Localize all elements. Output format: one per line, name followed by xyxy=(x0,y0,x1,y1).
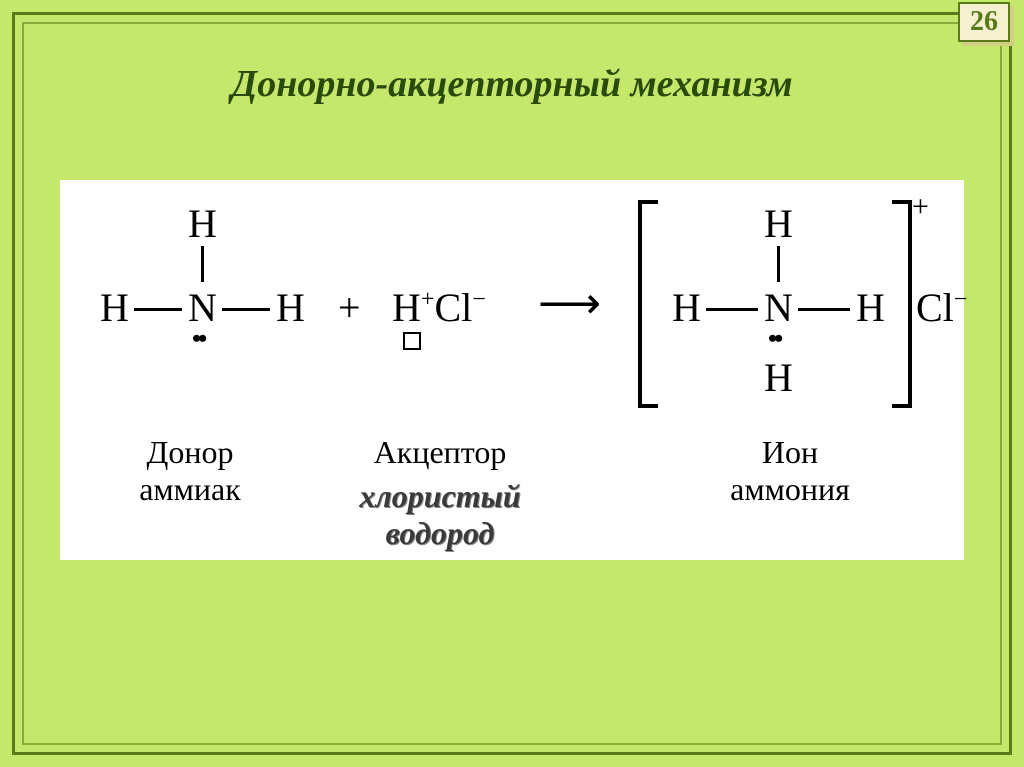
product-cl: Cl− xyxy=(916,284,967,331)
h-text: H xyxy=(392,285,421,330)
donor-label-1: Донор xyxy=(100,434,280,471)
acceptor-h: H+Cl− xyxy=(392,284,486,331)
overlay-line-1: хлористый xyxy=(320,478,560,515)
bond xyxy=(134,308,182,311)
product-h-left: H xyxy=(672,284,701,331)
product-h-top: H xyxy=(764,200,793,247)
acceptor-label: Акцептор xyxy=(340,434,540,471)
lone-pair: •• xyxy=(192,324,204,354)
h-charge: + xyxy=(421,287,435,313)
donor-label-2: аммиак xyxy=(100,471,280,508)
slide-title: Донорно-акцепторный механизм xyxy=(0,62,1024,106)
product-label: Ион аммония xyxy=(690,434,890,508)
donor-label: Донор аммиак xyxy=(100,434,280,508)
cl-charge: − xyxy=(954,287,968,313)
plus-sign: + xyxy=(338,284,361,331)
bracket-right xyxy=(892,200,912,408)
bond xyxy=(222,308,270,311)
product-h-right: H xyxy=(856,284,885,331)
lone-pair: •• xyxy=(768,324,780,354)
cl-charge: − xyxy=(472,287,486,313)
donor-h-top: H xyxy=(188,200,217,247)
bond xyxy=(706,308,758,311)
overlay-line-2: водород xyxy=(320,515,560,552)
reaction-arrow: ⟶ xyxy=(538,278,583,329)
bond xyxy=(777,246,780,282)
bond xyxy=(201,246,204,282)
page-number: 26 xyxy=(958,2,1010,42)
bracket-charge: + xyxy=(912,190,929,224)
product-h-bottom: H xyxy=(764,354,793,401)
overlay-caption: хлористый водород xyxy=(320,478,560,552)
donor-h-left: H xyxy=(100,284,129,331)
bracket-left xyxy=(638,200,658,408)
donor-h-right: H xyxy=(276,284,305,331)
product-label-1: Ион xyxy=(690,434,890,471)
product-label-2: аммония xyxy=(690,471,890,508)
cl-text: Cl xyxy=(434,285,472,330)
slide: 26 Донорно-акцепторный механизм H H N H … xyxy=(0,0,1024,767)
empty-orbital-icon xyxy=(403,332,421,350)
bond xyxy=(798,308,850,311)
cl-text: Cl xyxy=(916,285,954,330)
